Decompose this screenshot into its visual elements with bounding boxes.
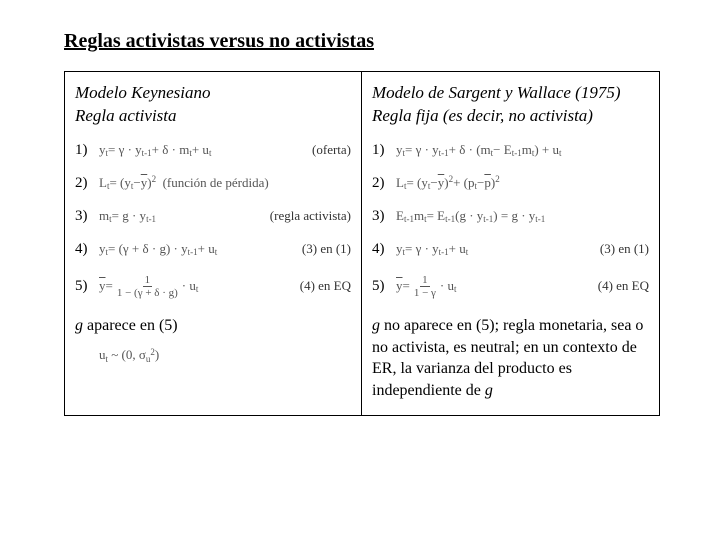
eq-number: 5) [372,278,396,295]
eq-row: 2) Lt = (yt − y)2 + (pt − p)2 [372,175,649,192]
eq-number: 2) [372,175,396,192]
conclusion-right: g no aparece en (5); regla monetaria, se… [372,315,649,401]
conclusion-text: no aparece en (5); regla monetaria, sea … [372,317,643,399]
column-sargent-wallace: Modelo de Sargent y Wallace (1975) Regla… [362,72,659,415]
eq-tag: (4) en EQ [588,278,649,294]
comparison-table: Modelo Keynesiano Regla activista 1) yt … [64,71,660,416]
rule-name-right: Regla fija (es decir, no activista) [372,105,649,128]
eq-number: 4) [75,241,99,258]
eq-row: 5) y = 1 1 − γ · ut (4) en EQ [372,274,649,299]
model-name-right: Modelo de Sargent y Wallace (1975) [372,82,649,105]
eq-number: 1) [372,142,396,159]
eq-row: 5) y = 1 1 − (γ + δ · g) · ut (4) en EQ [75,274,351,299]
g-var: g [485,382,493,399]
g-var: g [372,317,380,334]
model-header-right: Modelo de Sargent y Wallace (1975) Regla… [372,82,649,128]
eq-tag: (4) en EQ [290,278,351,294]
eq-math: Lt = (yt − y)2 (función de pérdida) [99,175,269,191]
eq-row: 3) mt = g · yt-1 (regla activista) [75,208,351,225]
eq-math: y = 1 1 − (γ + δ · g) · ut [99,274,198,299]
eq-tag: (3) en (1) [590,241,649,257]
sigma-note: ut ~ (0, σu2) [75,347,351,363]
eq-tag: (oferta) [302,142,351,158]
eq-number: 1) [75,142,99,159]
conclusion-text: aparece en (5) [83,317,178,334]
eq-number: 4) [372,241,396,258]
eq-math: Et-1mt = Et-1(g · yt-1) = g · yt-1 [396,208,545,224]
column-keynesian: Modelo Keynesiano Regla activista 1) yt … [65,72,362,415]
eq-row: 4) yt = (γ + δ · g) · yt-1 + ut (3) en (… [75,241,351,258]
eq-number: 2) [75,175,99,192]
frac-top: 1 [420,274,430,287]
page-title: Reglas activistas versus no activistas [64,30,660,53]
eq-number: 3) [75,208,99,225]
eq-row: 4) yt = γ · yt-1 + ut (3) en (1) [372,241,649,258]
eq-math: y = 1 1 − γ · ut [396,274,457,299]
eq-tag: (3) en (1) [292,241,351,257]
rule-name-left: Regla activista [75,105,351,128]
eq-row: 1) yt = γ · yt-1 + δ · mt + ut (oferta) [75,142,351,159]
eq-number: 3) [372,208,396,225]
frac-bot: 1 − γ [412,287,438,299]
frac-top: 1 [143,274,153,287]
eq-row: 1) yt = γ · yt-1 + δ · (mt − Et-1mt) + u… [372,142,649,159]
frac-bot: 1 − (γ + δ · g) [115,287,180,299]
model-header-left: Modelo Keynesiano Regla activista [75,82,351,128]
eq-math: yt = γ · yt-1 + ut [396,241,468,257]
eq-math: yt = γ · yt-1 + δ · (mt − Et-1mt) + ut [396,142,562,158]
eq-math: yt = γ · yt-1 + δ · mt + ut [99,142,211,158]
eq-row: 2) Lt = (yt − y)2 (función de pérdida) [75,175,351,192]
eq-tag: (regla activista) [260,208,351,224]
model-name-left: Modelo Keynesiano [75,82,351,105]
g-var: g [75,317,83,334]
conclusion-left: g aparece en (5) [75,315,351,337]
eq-row: 3) Et-1mt = Et-1(g · yt-1) = g · yt-1 [372,208,649,225]
eq-math: yt = (γ + δ · g) · yt-1 + ut [99,241,217,257]
eq-math: Lt = (yt − y)2 + (pt − p)2 [396,175,500,191]
eq-math: mt = g · yt-1 [99,208,156,224]
eq-number: 5) [75,278,99,295]
